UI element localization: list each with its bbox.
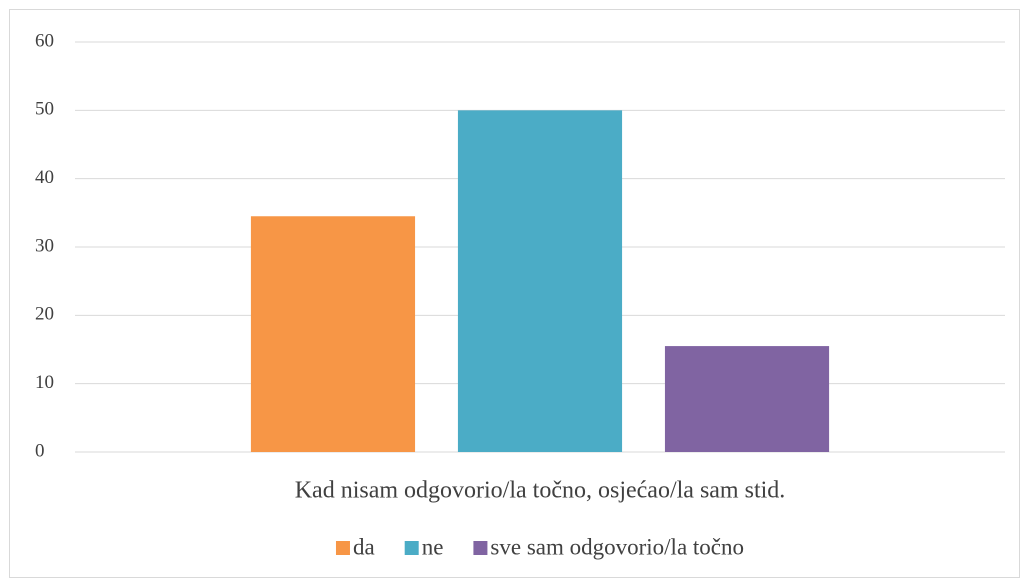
legend-swatch — [404, 541, 419, 555]
y-tick-label: 60 — [35, 30, 54, 51]
y-tick-label: 50 — [35, 99, 54, 120]
y-tick-label: 40 — [35, 167, 54, 188]
bar — [457, 110, 623, 452]
legend-label: ne — [422, 534, 444, 559]
y-tick-label: 30 — [35, 235, 54, 256]
legend-label: sve sam odgovorio/la točno — [490, 534, 744, 559]
bar — [250, 216, 416, 452]
bar — [664, 346, 830, 452]
y-tick-label: 10 — [35, 372, 54, 393]
legend-swatch — [335, 541, 350, 555]
legend-label: da — [353, 534, 375, 559]
x-tick-label: Kad nisam odgovorio/la točno, osjećao/la… — [295, 478, 786, 504]
legend-swatch — [473, 541, 488, 555]
y-tick-label: 20 — [35, 304, 54, 325]
y-tick-label: 0 — [35, 440, 45, 461]
